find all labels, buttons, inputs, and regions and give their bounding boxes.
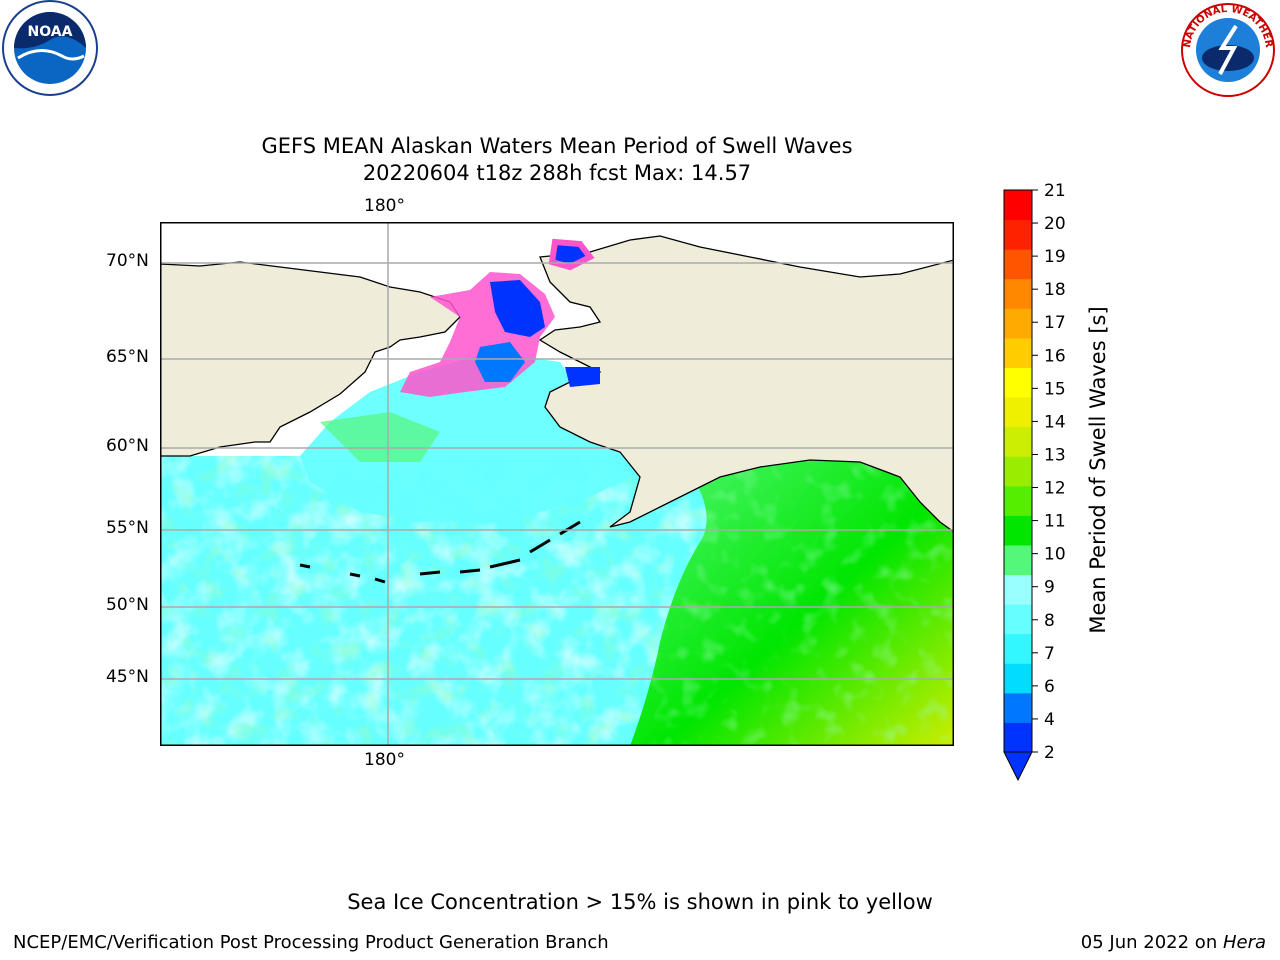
latitude-label-70: 70°N (106, 251, 149, 271)
longitude-label-bottom: 180° (364, 750, 405, 770)
latitude-label-45: 45°N (106, 667, 149, 687)
colorbar-tick-label: 10 (1044, 545, 1066, 565)
colorbar-segment (1004, 308, 1032, 339)
colorbar-tick-label: 12 (1044, 479, 1066, 499)
colorbar-segment (1004, 278, 1032, 309)
colorbar-segment (1004, 722, 1032, 753)
colorbar-segment (1004, 485, 1032, 516)
colorbar-tick-label: 15 (1044, 379, 1066, 399)
sea-ice-note: Sea Ice Concentration > 15% is shown in … (347, 890, 933, 914)
longitude-label-top: 180° (364, 196, 405, 216)
latitude-label-55: 55°N (106, 518, 149, 538)
colorbar-tick-label: 13 (1044, 445, 1066, 465)
colorbar-tick-label: 6 (1044, 677, 1055, 697)
colorbar-tick-label: 19 (1044, 247, 1066, 267)
colorbar-segment (1004, 426, 1032, 457)
colorbar-tick-label: 18 (1044, 280, 1066, 300)
colorbar-segment (1004, 692, 1032, 723)
colorbar-outline (1003, 189, 1033, 753)
latitude-label-65: 65°N (106, 347, 149, 367)
colorbar-tick-label: 17 (1044, 313, 1066, 333)
colorbar-tick-label: 14 (1044, 412, 1066, 432)
colorbar-tick-label: 4 (1044, 710, 1055, 730)
colorbar-segment (1004, 574, 1032, 605)
colorbar-tick-label: 7 (1044, 644, 1055, 664)
host-name: Hera (1222, 932, 1266, 953)
latitude-label-60: 60°N (106, 436, 149, 456)
noaa-logo-text: NOAA (28, 24, 73, 40)
run-date-text: 05 Jun 2022 on (1080, 932, 1223, 953)
colorbar: 2 4 6 7 8 9 10 11 12 13 14 15 16 17 18 19 20 21 (1003, 181, 1066, 782)
chart-title: GEFS MEAN Alaskan Waters Mean Period of … (261, 134, 853, 158)
run-date: 05 Jun 2022 on Hera (1081, 932, 1266, 953)
map-gridlines (160, 222, 954, 746)
colorbar-segment (1004, 544, 1032, 576)
colorbar-tick-label: 11 (1044, 512, 1066, 532)
colorbar-segment (1004, 456, 1032, 487)
colorbar-label: Mean Period of Swell Waves [s] (1086, 306, 1110, 634)
colorbar-tick-label: 8 (1044, 611, 1055, 631)
colorbar-segment (1004, 397, 1032, 428)
colorbar-segment (1004, 190, 1032, 221)
colorbar-segment (1004, 367, 1032, 398)
colorbar-segment (1004, 249, 1032, 280)
colorbar-segment (1004, 515, 1032, 546)
colorbar-tick-label: 2 (1044, 743, 1055, 763)
colorbar-segment (1004, 663, 1032, 694)
aleutian-islands (299, 520, 581, 584)
colorbar-tick-label: 9 (1044, 578, 1055, 598)
colorbar-segment (1004, 604, 1032, 635)
colorbar-segment (1004, 633, 1032, 664)
swell-period-map (160, 222, 954, 746)
colorbar-tick-label: 20 (1044, 214, 1066, 234)
latitude-label-50: 50°N (106, 595, 149, 615)
colorbar-segment (1004, 219, 1032, 250)
noaa-logo: NOAA (2, 0, 98, 96)
colorbar-segment (1004, 337, 1032, 368)
alaska-land (538, 235, 954, 533)
producer-credit: NCEP/EMC/Verification Post Processing Pr… (13, 932, 609, 953)
colorbar-tick-label: 16 (1044, 346, 1066, 366)
nws-logo: NATIONAL WEATHER SERVICE (1176, 0, 1275, 97)
colorbar-tick-label: 21 (1044, 181, 1066, 201)
colorbar-extend-triangle (1003, 751, 1033, 782)
chart-subtitle: 20220604 t18z 288h fcst Max: 14.57 (362, 161, 752, 185)
